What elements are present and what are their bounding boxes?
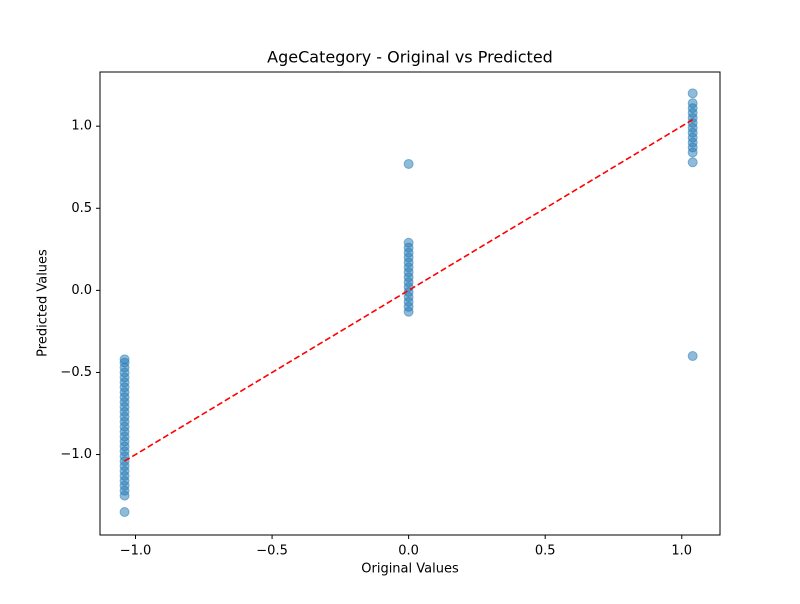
scatter-point (119, 507, 130, 518)
x-tick-label: 0.5 (535, 544, 556, 559)
y-tick-label: −1.0 (60, 447, 92, 462)
x-tick-label: 1.0 (671, 544, 692, 559)
scatter-point (403, 237, 414, 248)
y-axis-label: Predicted Values (36, 249, 51, 357)
reference-line (124, 118, 694, 462)
y-tick-label: 0.0 (71, 283, 92, 298)
y-tick-label: −0.5 (60, 365, 92, 380)
x-tick-label: −1.0 (120, 544, 152, 559)
y-tick-label: 0.5 (71, 201, 92, 216)
x-tick-label: −0.5 (256, 544, 288, 559)
scatter-point (687, 98, 698, 109)
y-tick-label: 1.0 (71, 119, 92, 134)
scatter-point (687, 351, 698, 362)
plot-frame (99, 71, 721, 536)
scatter-point (403, 158, 414, 169)
x-axis-label: Original Values (361, 562, 459, 577)
chart-title: AgeCategory - Original vs Predicted (267, 48, 553, 67)
scatter-point (687, 157, 698, 168)
scatter-point (119, 354, 130, 365)
scatter-point (687, 88, 698, 99)
x-tick-label: 0.0 (398, 544, 419, 559)
